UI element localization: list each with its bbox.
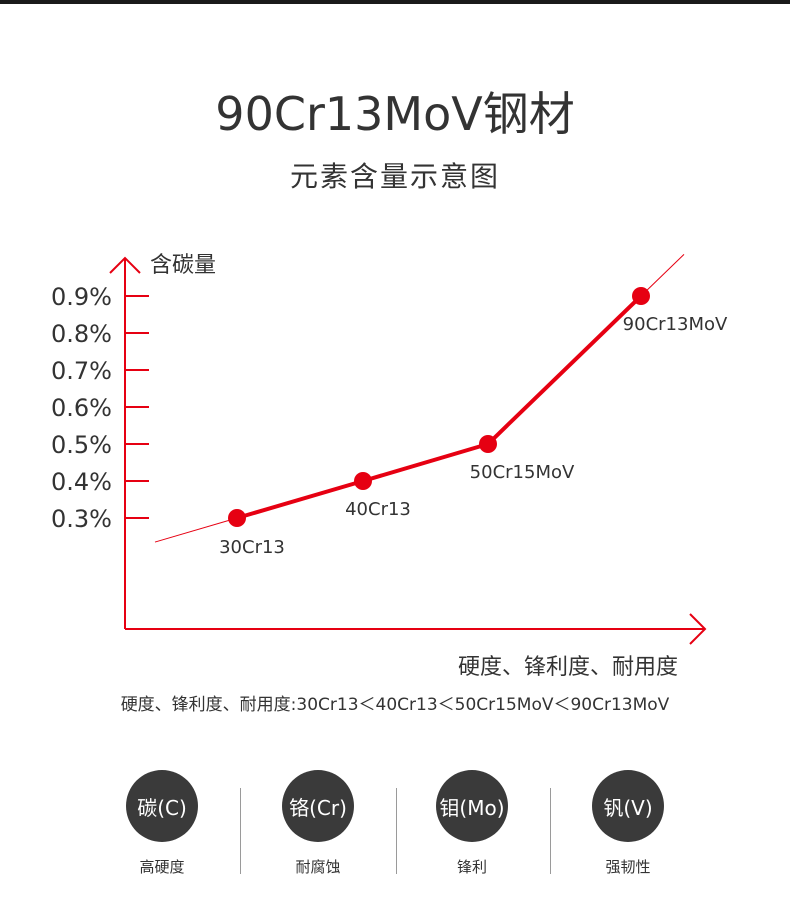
trend-extension	[640, 254, 685, 297]
data-point	[228, 509, 246, 527]
element-molybdenum: 钼(Mo) 锋利	[402, 760, 542, 877]
element-property: 高硬度	[139, 858, 185, 876]
y-tick-label: 0.8%	[51, 320, 112, 348]
trend-extension	[154, 517, 238, 543]
chart-axes	[109, 256, 707, 645]
divider	[396, 788, 397, 874]
y-tick-label: 0.3%	[51, 505, 112, 533]
element-property: 锋利	[456, 858, 487, 876]
data-point-label: 30Cr13	[219, 537, 285, 558]
y-tick-label: 0.9%	[51, 283, 112, 311]
divider	[240, 788, 241, 874]
x-axis-arrow	[689, 613, 707, 645]
element-chromium: 铬(Cr) 耐腐蚀	[248, 760, 388, 877]
element-carbon: 碳(C) 高硬度	[92, 760, 232, 877]
x-axis-label: 硬度、锋利度、耐用度	[458, 655, 678, 680]
element-badge: 碳(C)	[126, 770, 198, 842]
data-point	[632, 287, 650, 305]
y-axis-arrow	[109, 256, 141, 274]
element-badge: 钒(V)	[592, 770, 664, 842]
element-property: 强韧性	[605, 858, 651, 876]
y-tick-label: 0.5%	[51, 431, 112, 459]
y-tick-label: 0.6%	[51, 394, 112, 422]
data-point-label: 40Cr13	[345, 499, 411, 520]
page-title: 90Cr13MoV钢材	[215, 87, 575, 141]
series-line	[236, 294, 643, 520]
page-subtitle: 元素含量示意图	[289, 160, 500, 193]
y-axis-ticks: 0.9% 0.8% 0.7% 0.6% 0.5% 0.4% 0.3%	[51, 283, 149, 533]
y-tick-label: 0.4%	[51, 468, 112, 496]
element-list: 碳(C) 高硬度 铬(Cr) 耐腐蚀 钼(Mo) 锋利 钒(V) 强韧性	[0, 760, 790, 900]
carbon-content-chart: 0.9% 0.8% 0.7% 0.6% 0.5% 0.4% 0.3% 30Cr13 40Cr1…	[51, 253, 728, 680]
element-property: 耐腐蚀	[295, 858, 341, 876]
hardness-summary: 硬度、锋利度、耐用度:30Cr13＜40Cr13＜50Cr15MoV＜90Cr1…	[120, 695, 670, 715]
element-badge: 钼(Mo)	[436, 770, 508, 842]
chart-series: 30Cr13 40Cr13 50Cr15MoV 90Cr13MoV	[154, 254, 728, 558]
element-badge: 铬(Cr)	[282, 770, 354, 842]
data-point-label: 90Cr13MoV	[623, 314, 728, 335]
top-border	[0, 0, 790, 4]
y-tick-label: 0.7%	[51, 357, 112, 385]
data-point	[354, 472, 372, 490]
y-axis-label: 含碳量	[150, 253, 216, 278]
divider	[550, 788, 551, 874]
data-point	[479, 435, 497, 453]
element-vanadium: 钒(V) 强韧性	[558, 760, 698, 877]
data-point-label: 50Cr15MoV	[470, 462, 575, 483]
